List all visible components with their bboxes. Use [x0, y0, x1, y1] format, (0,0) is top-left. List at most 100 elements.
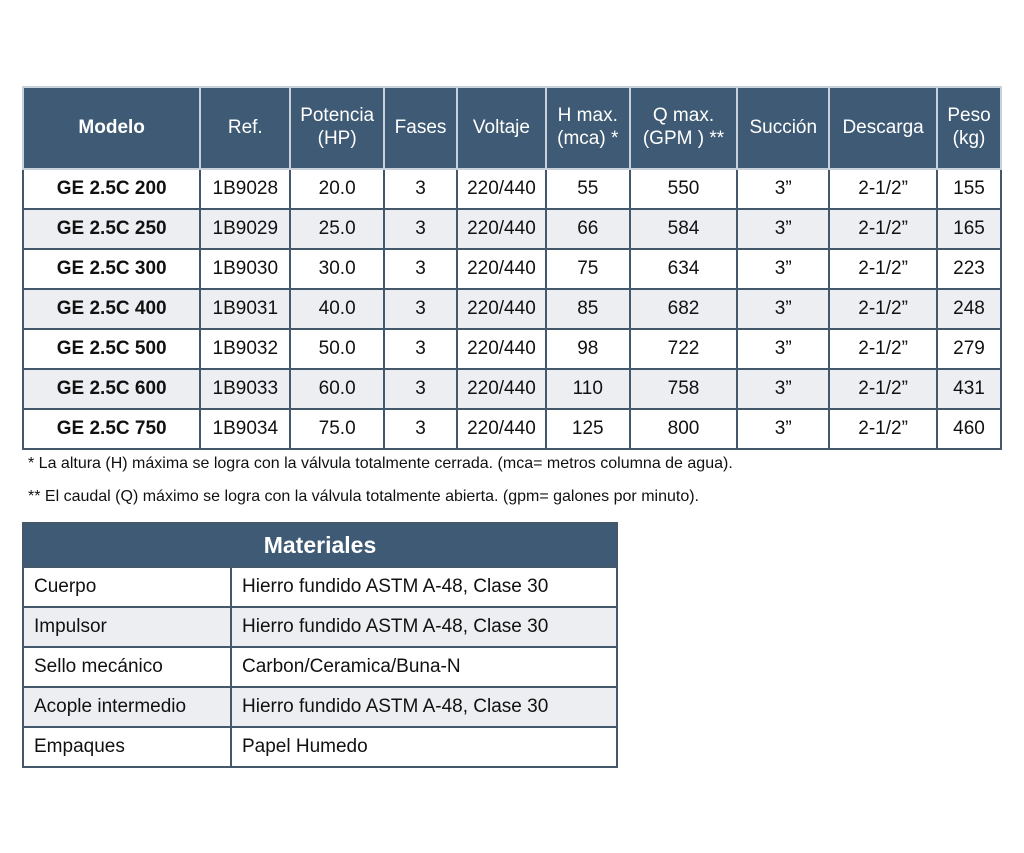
- material-row: Cuerpo Hierro fundido ASTM A-48, Clase 30: [22, 566, 618, 608]
- material-part: Sello mecánico: [22, 646, 232, 688]
- table-cell: 3”: [736, 208, 831, 250]
- table-cell: 3: [383, 408, 458, 450]
- table-cell: 50.0: [289, 328, 386, 370]
- material-row: Impulsor Hierro fundido ASTM A-48, Clase …: [22, 606, 618, 648]
- footnote-h: * La altura (H) máxima se logra con la v…: [28, 455, 733, 472]
- table-cell: GE 2.5C 750: [21, 408, 202, 450]
- column-header: Modelo: [21, 86, 202, 170]
- materials-table: Materiales Cuerpo Hierro fundido ASTM A-4…: [22, 522, 618, 768]
- table-cell: 125: [544, 408, 631, 450]
- table-cell: 248: [936, 288, 1002, 330]
- material-part: Cuerpo: [22, 566, 232, 608]
- table-cell: GE 2.5C 600: [21, 368, 202, 410]
- column-header: Voltaje: [455, 86, 547, 170]
- table-cell: 60.0: [289, 368, 386, 410]
- header-label: Descarga: [842, 116, 924, 138]
- material-part: Empaques: [22, 726, 232, 768]
- column-header: Potencia (HP): [289, 86, 386, 170]
- table-cell: 2-1/2”: [828, 408, 939, 450]
- table-cell: 2-1/2”: [828, 248, 939, 290]
- table-cell: 2-1/2”: [828, 208, 939, 250]
- table-cell: 2-1/2”: [828, 288, 939, 330]
- table-cell: 2-1/2”: [828, 368, 939, 410]
- table-cell: 1B9029: [199, 208, 292, 250]
- table-cell: 3: [383, 288, 458, 330]
- material-value: Carbon/Ceramica/Buna-N: [230, 646, 618, 688]
- table-cell: 800: [628, 408, 739, 450]
- column-header: Descarga: [828, 86, 939, 170]
- table-cell: 1B9032: [199, 328, 292, 370]
- table-cell: GE 2.5C 200: [21, 168, 202, 210]
- table-cell: 634: [628, 248, 739, 290]
- table-row: GE 2.5C 600 1B9033 60.0 3 220/440 110 758 3” 2-1…: [21, 368, 1002, 410]
- table-cell: GE 2.5C 500: [21, 328, 202, 370]
- table-cell: 1B9031: [199, 288, 292, 330]
- table-cell: 20.0: [289, 168, 386, 210]
- table-cell: 431: [936, 368, 1002, 410]
- table-cell: 155: [936, 168, 1002, 210]
- column-header: Ref.: [199, 86, 292, 170]
- table-cell: 722: [628, 328, 739, 370]
- column-header: Fases: [383, 86, 458, 170]
- header-label: Fases: [394, 116, 447, 138]
- table-cell: 75.0: [289, 408, 386, 450]
- table-cell: 220/440: [455, 328, 547, 370]
- table-cell: 3: [383, 368, 458, 410]
- table-cell: 758: [628, 368, 739, 410]
- material-value: Hierro fundido ASTM A-48, Clase 30: [230, 566, 618, 608]
- material-value: Papel Humedo: [230, 726, 618, 768]
- material-row: Sello mecánico Carbon/Ceramica/Buna-N: [22, 646, 618, 688]
- table-cell: 55: [544, 168, 631, 210]
- table-cell: 3”: [736, 168, 831, 210]
- table-cell: 1B9033: [199, 368, 292, 410]
- table-cell: 30.0: [289, 248, 386, 290]
- specs-table: Modelo Ref. Potencia (HP) Fases Voltaje H max.…: [21, 86, 1002, 450]
- table-row: GE 2.5C 750 1B9034 75.0 3 220/440 125 800 3” 2-1…: [21, 408, 1002, 450]
- table-cell: 3”: [736, 368, 831, 410]
- table-cell: 584: [628, 208, 739, 250]
- table-cell: 279: [936, 328, 1002, 370]
- table-cell: 75: [544, 248, 631, 290]
- material-part: Impulsor: [22, 606, 232, 648]
- table-cell: 66: [544, 208, 631, 250]
- table-row: GE 2.5C 200 1B9028 20.0 3 220/440 55 550 3” 2-1/…: [21, 168, 1002, 210]
- table-cell: 25.0: [289, 208, 386, 250]
- table-cell: 3: [383, 208, 458, 250]
- table-cell: 3: [383, 248, 458, 290]
- table-cell: GE 2.5C 250: [21, 208, 202, 250]
- header-label: H max.: [557, 105, 618, 127]
- table-cell: 3: [383, 328, 458, 370]
- header-label: Voltaje: [472, 116, 530, 138]
- table-cell: 220/440: [455, 168, 547, 210]
- table-cell: 220/440: [455, 288, 547, 330]
- table-cell: 85: [544, 288, 631, 330]
- header-label: (mca) *: [557, 128, 619, 149]
- table-row: GE 2.5C 250 1B9029 25.0 3 220/440 66 584 3” 2-1/…: [21, 208, 1002, 250]
- table-row: GE 2.5C 300 1B9030 30.0 3 220/440 75 634 3” 2-1/…: [21, 248, 1002, 290]
- header-label: Peso: [947, 105, 991, 127]
- table-cell: 3”: [736, 288, 831, 330]
- column-header: H max. (mca) *: [544, 86, 631, 170]
- table-cell: 1B9028: [199, 168, 292, 210]
- table-cell: 2-1/2”: [828, 168, 939, 210]
- header-label: (GPM ) **: [642, 128, 725, 149]
- table-cell: 3: [383, 168, 458, 210]
- table-cell: 460: [936, 408, 1002, 450]
- table-cell: 40.0: [289, 288, 386, 330]
- table-row: GE 2.5C 500 1B9032 50.0 3 220/440 98 722 3” 2-1/…: [21, 328, 1002, 370]
- footnote-q: ** El caudal (Q) máximo se logra con la …: [28, 488, 699, 505]
- table-cell: 98: [544, 328, 631, 370]
- header-row: Modelo Ref. Potencia (HP) Fases Voltaje H max.…: [21, 86, 1002, 170]
- header-label: Modelo: [78, 116, 145, 138]
- table-cell: 223: [936, 248, 1002, 290]
- table-cell: 1B9034: [199, 408, 292, 450]
- table-row: GE 2.5C 400 1B9031 40.0 3 220/440 85 682 3” 2-1/…: [21, 288, 1002, 330]
- table-cell: 3”: [736, 328, 831, 370]
- table-cell: 1B9030: [199, 248, 292, 290]
- table-cell: 165: [936, 208, 1002, 250]
- table-cell: 3”: [736, 248, 831, 290]
- material-value: Hierro fundido ASTM A-48, Clase 30: [230, 686, 618, 728]
- table-cell: 3”: [736, 408, 831, 450]
- table-cell: 110: [544, 368, 631, 410]
- header-label: Q max.: [652, 105, 715, 127]
